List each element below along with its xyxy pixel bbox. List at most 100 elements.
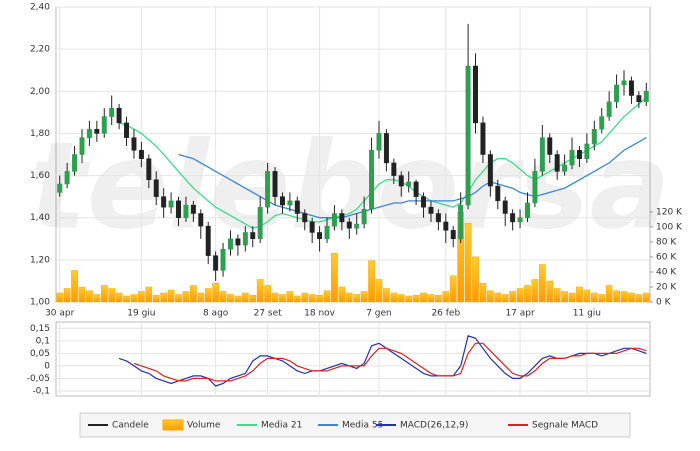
volume-bar bbox=[524, 285, 531, 303]
candle-body bbox=[294, 200, 300, 214]
y2-tick-label: 40 K bbox=[656, 267, 677, 277]
candle-body bbox=[614, 84, 620, 103]
candle-body bbox=[116, 107, 122, 124]
volume-bar bbox=[501, 294, 509, 303]
candle-body bbox=[628, 80, 634, 96]
candle-body bbox=[57, 183, 63, 193]
volume-bar bbox=[553, 288, 561, 303]
x-tick-label: 11 giu bbox=[573, 309, 601, 319]
volume-bar bbox=[442, 291, 450, 303]
volume-bar bbox=[345, 292, 353, 303]
volume-bar bbox=[390, 292, 398, 303]
x-tick-label: 7 gen bbox=[366, 309, 392, 319]
volume-bar bbox=[509, 291, 517, 303]
volume-bar bbox=[286, 291, 294, 303]
volume-bar bbox=[63, 288, 71, 303]
candle-body bbox=[86, 128, 92, 138]
volume-bar bbox=[301, 292, 309, 303]
x-tick-label: 18 nov bbox=[304, 309, 336, 319]
candle-body bbox=[435, 213, 441, 223]
legend-label: Volume bbox=[187, 421, 221, 431]
macd-line bbox=[133, 342, 647, 382]
volume-bar bbox=[494, 292, 502, 303]
y-tick-label: 0,15 bbox=[30, 324, 50, 334]
candle-body bbox=[443, 221, 449, 231]
y2-tick-label: 0 K bbox=[656, 298, 672, 308]
volume-bar bbox=[249, 294, 257, 303]
volume-bar bbox=[538, 264, 546, 303]
volume-bar bbox=[279, 294, 286, 303]
candle-body bbox=[346, 221, 352, 229]
volume-bar bbox=[152, 294, 160, 303]
candle-body bbox=[79, 137, 85, 155]
y2-tick-label: 80 K bbox=[656, 237, 677, 247]
candle-body bbox=[532, 171, 538, 204]
candle-body bbox=[205, 225, 211, 256]
volume-bar bbox=[576, 286, 583, 303]
volume-bar bbox=[123, 295, 130, 303]
volume-bar bbox=[138, 291, 145, 303]
volume-bar bbox=[167, 289, 175, 303]
y-tick-label: 0,1 bbox=[36, 336, 50, 346]
candle-body bbox=[584, 143, 590, 159]
volume-bar bbox=[130, 294, 138, 303]
candle-body bbox=[502, 200, 508, 214]
candle-body bbox=[376, 133, 382, 151]
candle-body bbox=[450, 230, 456, 240]
candle-body bbox=[131, 137, 137, 151]
y-tick-label: 1,20 bbox=[30, 255, 50, 265]
volume-bar bbox=[271, 292, 279, 303]
candle-body bbox=[487, 154, 493, 187]
x-tick-label: 27 set bbox=[254, 309, 283, 319]
y-tick-label: -0,1 bbox=[32, 386, 50, 396]
volume-bar bbox=[256, 279, 264, 303]
candle-body bbox=[64, 171, 70, 185]
volume-bar bbox=[227, 294, 234, 303]
candle-body bbox=[569, 150, 575, 166]
y2-tick-label: 100 K bbox=[656, 222, 683, 232]
volume-bar bbox=[353, 294, 361, 303]
candle-body bbox=[176, 200, 181, 218]
candle-body bbox=[146, 158, 152, 181]
candle-body bbox=[525, 202, 530, 218]
candle-body bbox=[257, 206, 263, 240]
candle-body bbox=[473, 65, 478, 124]
candle-body bbox=[250, 232, 256, 240]
candle-body bbox=[547, 137, 553, 155]
candle-body bbox=[72, 154, 78, 172]
candle-body bbox=[369, 150, 375, 210]
candle-body bbox=[279, 196, 285, 206]
candle-body bbox=[124, 122, 130, 138]
volume-bar bbox=[605, 285, 613, 303]
candle-body bbox=[636, 95, 642, 103]
legend-swatch bbox=[162, 419, 184, 431]
candle-body bbox=[198, 213, 204, 227]
volume-bar bbox=[568, 292, 576, 303]
volume-bar bbox=[516, 288, 524, 303]
volume-bar bbox=[108, 288, 116, 303]
candle-body bbox=[391, 162, 397, 176]
volume-bar bbox=[642, 292, 650, 303]
watermark: teleborsa bbox=[29, 118, 670, 257]
volume-bar bbox=[412, 294, 420, 303]
volume-bar bbox=[360, 291, 368, 303]
volume-bar bbox=[464, 222, 472, 303]
volume-bar bbox=[293, 295, 301, 303]
candle-body bbox=[339, 213, 345, 223]
legend-label: Media 55 bbox=[342, 421, 383, 431]
volume-bar bbox=[479, 282, 487, 303]
moving-average-line bbox=[178, 137, 647, 219]
candle-body bbox=[539, 137, 545, 172]
volume-bar bbox=[405, 295, 413, 303]
candle-body bbox=[287, 200, 293, 206]
volume-bar bbox=[375, 279, 383, 303]
candle-body bbox=[161, 196, 167, 208]
candle-body bbox=[153, 179, 159, 197]
volume-bar bbox=[71, 270, 78, 303]
legend-label: MACD(26,12,9) bbox=[400, 421, 468, 431]
volume-bar bbox=[234, 295, 242, 303]
candle-body bbox=[361, 209, 367, 225]
volume-bar bbox=[264, 285, 271, 303]
candle-body bbox=[562, 164, 568, 172]
candle-body bbox=[317, 232, 323, 240]
